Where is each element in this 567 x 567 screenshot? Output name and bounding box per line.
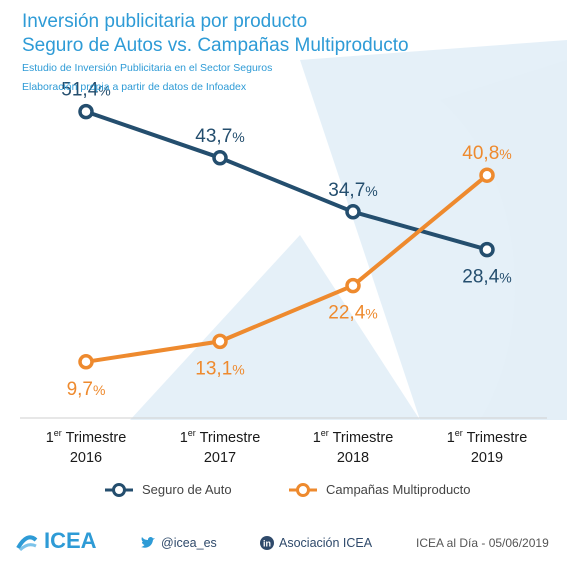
x-tick-label-2: 1er Trimestre 2018 bbox=[298, 423, 408, 468]
twitter-icon bbox=[141, 537, 155, 548]
data-label-s1-0: 9,7% bbox=[67, 379, 106, 400]
x-tick-label-0: 1er Trimestre 2016 bbox=[31, 423, 141, 468]
series-layer bbox=[78, 103, 495, 370]
linkedin-link[interactable]: in Asociación ICEA bbox=[260, 536, 372, 550]
data-point-s1-3[interactable] bbox=[479, 167, 495, 183]
icea-logo-icon bbox=[16, 535, 38, 552]
data-label-s0-1: 43,7% bbox=[195, 126, 244, 147]
linkedin-name: Asociación ICEA bbox=[279, 536, 373, 550]
data-label-s0-2: 34,7% bbox=[328, 180, 377, 201]
legend-marker-campanas bbox=[289, 482, 317, 497]
x-tick-label-year: 2017 bbox=[203, 449, 237, 466]
x-tick-label-year: 2018 bbox=[336, 449, 370, 466]
data-point-s1-1[interactable] bbox=[212, 333, 228, 350]
footer-credit: ICEA al Día - 05/06/2019 bbox=[416, 536, 549, 550]
data-label-s0-3: 28,4% bbox=[462, 267, 511, 288]
icea-logo[interactable]: ICEA bbox=[14, 528, 97, 554]
x-tick-label-year: 2016 bbox=[69, 449, 103, 466]
svg-text:in: in bbox=[263, 539, 271, 549]
legend-item-campanas: Campañas Multiproducto bbox=[288, 482, 471, 497]
chart-subtitle-2: Elaboración propia a partir de datos de … bbox=[22, 81, 247, 93]
data-label-s1-3: 40,8% bbox=[462, 143, 511, 164]
chart-title-line2: Seguro de Autos vs. Campañas Multiproduc… bbox=[22, 35, 409, 56]
legend-marker-seguro-auto bbox=[105, 482, 133, 497]
x-tick-label-3: 1er Trimestre 2019 bbox=[432, 423, 542, 468]
data-label-s1-1: 13,1% bbox=[195, 358, 244, 379]
chart-title-line1: Inversión publicitaria por producto bbox=[22, 11, 308, 32]
data-point-s0-1[interactable] bbox=[212, 150, 228, 166]
legend-label-campanas: Campañas Multiproducto bbox=[326, 482, 471, 497]
data-label-s0-0: 51,4% bbox=[61, 80, 110, 101]
data-point-s0-0[interactable] bbox=[78, 103, 94, 120]
background-shape bbox=[130, 40, 567, 420]
data-label-s1-2: 22,4% bbox=[328, 303, 377, 324]
legend-label-seguro-auto: Seguro de Auto bbox=[142, 482, 232, 497]
x-tick-label-line1: 1er Trimestre bbox=[45, 428, 127, 446]
data-label-layer: 51,4% 43,7% 34,7% 28,4% 9,7% 13,1% 22,4% 40,8% bbox=[61, 80, 511, 400]
legend-item-seguro-auto: Seguro de Auto bbox=[104, 482, 232, 497]
data-point-s1-0[interactable] bbox=[78, 354, 94, 370]
twitter-link[interactable]: @icea_es bbox=[140, 536, 217, 550]
x-tick-label-line1: 1er Trimestre bbox=[312, 428, 394, 446]
x-tick-label-line1: 1er Trimestre bbox=[179, 428, 261, 446]
x-tick-label-1: 1er Trimestre 2017 bbox=[165, 423, 275, 468]
icea-logo-text: ICEA bbox=[44, 528, 97, 553]
x-tick-label-year: 2019 bbox=[470, 449, 504, 466]
data-point-s1-2[interactable] bbox=[345, 277, 361, 294]
chart-subtitle-1: Estudio de Inversión Publicitaria en el … bbox=[22, 62, 273, 74]
x-tick-label-line1: 1er Trimestre bbox=[446, 428, 528, 446]
twitter-handle: @icea_es bbox=[161, 536, 217, 550]
data-point-s0-2[interactable] bbox=[345, 204, 361, 220]
linkedin-icon: in bbox=[260, 536, 274, 550]
series-line-1 bbox=[85, 173, 489, 364]
data-point-s0-3[interactable] bbox=[479, 241, 495, 258]
